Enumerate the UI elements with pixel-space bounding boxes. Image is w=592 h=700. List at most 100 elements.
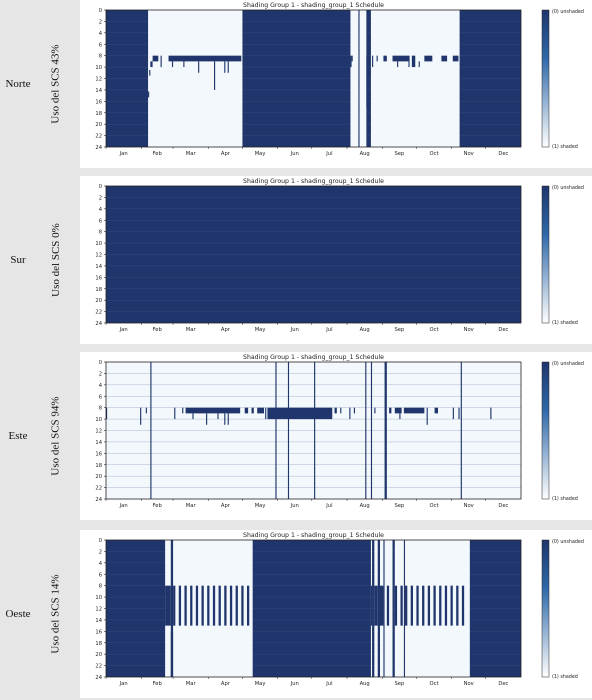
colorbar-label-top: (0) unshaded xyxy=(552,185,584,191)
chart-title: Shading Group 1 - shading_group_1 Schedu… xyxy=(243,2,384,9)
usage-label: Uso del SCS 0% xyxy=(50,223,62,297)
unshaded-block xyxy=(380,585,384,626)
unshaded-block xyxy=(383,55,387,62)
unshaded-block xyxy=(183,61,185,68)
x-tick-label: Mar xyxy=(186,503,197,509)
shaded-block xyxy=(350,10,359,147)
unshaded-block xyxy=(372,55,374,68)
unshaded-block xyxy=(490,407,492,420)
unshaded-block xyxy=(287,362,290,499)
unshaded-block xyxy=(150,362,152,499)
y-tick-label: 24 xyxy=(95,145,102,151)
unshaded-block xyxy=(411,55,416,68)
unshaded-block xyxy=(244,407,249,414)
unshaded-block xyxy=(374,407,376,414)
unshaded-block xyxy=(214,61,216,90)
unshaded-block xyxy=(456,585,459,626)
x-tick-label: Jan xyxy=(119,681,128,687)
unshaded-block xyxy=(235,585,238,626)
y-tick-label: 14 xyxy=(95,440,102,446)
unshaded-block xyxy=(170,631,174,677)
unshaded-block xyxy=(392,55,410,62)
unshaded-block xyxy=(439,585,442,626)
y-tick-label: 10 xyxy=(95,241,102,247)
unshaded-block xyxy=(106,407,108,420)
x-tick-label: Sep xyxy=(394,681,404,687)
y-tick-label: 20 xyxy=(95,122,102,128)
unshaded-block xyxy=(314,362,316,499)
unshaded-block xyxy=(267,407,333,420)
unshaded-block xyxy=(201,585,204,626)
y-tick-label: 20 xyxy=(95,652,102,658)
orientation-label: Norte xyxy=(5,78,31,90)
y-tick-label: 10 xyxy=(95,595,102,601)
colorbar xyxy=(541,361,550,500)
unshaded-block xyxy=(403,407,425,414)
unshaded-block xyxy=(224,585,227,626)
colorbar-label-top: (0) unshaded xyxy=(552,361,584,367)
y-tick-label: 0 xyxy=(99,8,102,14)
unshaded-block xyxy=(394,407,402,414)
y-tick-label: 18 xyxy=(95,641,102,647)
x-tick-label: Oct xyxy=(430,681,439,687)
unshaded-block xyxy=(229,585,233,626)
unshaded-block xyxy=(217,413,219,420)
unshaded-block xyxy=(265,407,267,420)
colorbar-label-top: (0) unshaded xyxy=(552,539,584,545)
orientation-label: Oeste xyxy=(5,608,31,620)
y-tick-label: 8 xyxy=(99,406,102,412)
x-tick-label: Feb xyxy=(153,503,163,509)
unshaded-block xyxy=(416,585,419,626)
x-tick-label: Jul xyxy=(325,503,332,509)
y-tick-label: 10 xyxy=(95,417,102,423)
x-tick-label: Jun xyxy=(290,327,299,333)
unshaded-block xyxy=(366,55,368,108)
unshaded-block xyxy=(251,407,254,414)
colorbar-label-bottom: (1) shaded xyxy=(552,496,578,502)
x-tick-label: Apr xyxy=(221,151,231,157)
colorbar xyxy=(541,539,550,678)
unshaded-block xyxy=(374,585,378,626)
unshaded-block xyxy=(461,585,465,626)
x-tick-label: Aug xyxy=(360,327,370,333)
y-tick-label: 16 xyxy=(95,275,102,281)
unshaded-block xyxy=(152,55,159,62)
x-tick-label: Mar xyxy=(186,681,197,687)
y-tick-label: 16 xyxy=(95,451,102,457)
x-tick-label: Dec xyxy=(498,151,508,157)
y-tick-label: 14 xyxy=(95,618,102,624)
unshaded-block xyxy=(460,362,462,499)
x-tick-label: Dec xyxy=(498,681,508,687)
x-tick-label: Jun xyxy=(290,681,299,687)
x-tick-label: Aug xyxy=(360,681,370,687)
x-tick-label: Jul xyxy=(325,327,332,333)
unshaded-block xyxy=(218,585,221,626)
x-tick-label: Aug xyxy=(360,151,370,157)
unshaded-block xyxy=(353,407,355,414)
x-tick-label: Nov xyxy=(464,681,474,687)
x-tick-label: Jan xyxy=(119,503,128,509)
y-tick-label: 22 xyxy=(95,310,102,316)
unshaded-block xyxy=(207,585,210,626)
x-tick-label: Apr xyxy=(221,503,231,509)
y-tick-label: 12 xyxy=(95,607,102,613)
y-tick-label: 4 xyxy=(99,31,103,37)
y-tick-label: 20 xyxy=(95,474,102,480)
y-tick-label: 14 xyxy=(95,88,102,94)
unshaded-block xyxy=(224,413,226,425)
x-tick-label: Apr xyxy=(221,327,231,333)
unshaded-block xyxy=(198,61,200,73)
y-tick-label: 16 xyxy=(95,99,102,105)
heatmap-chart: Shading Group 1 - shading_group_1 Schedu… xyxy=(95,354,584,509)
y-tick-label: 0 xyxy=(99,360,102,366)
unshaded-block xyxy=(350,55,352,68)
x-tick-label: Nov xyxy=(464,151,474,157)
unshaded-block xyxy=(441,55,448,62)
y-tick-label: 22 xyxy=(95,664,102,670)
unshaded-block xyxy=(397,61,399,68)
chart-title: Shading Group 1 - shading_group_1 Schedu… xyxy=(243,354,384,361)
unshaded-block xyxy=(340,407,342,414)
unshaded-block xyxy=(389,407,392,414)
shaded-block xyxy=(405,540,470,677)
unshaded-block xyxy=(171,61,174,68)
